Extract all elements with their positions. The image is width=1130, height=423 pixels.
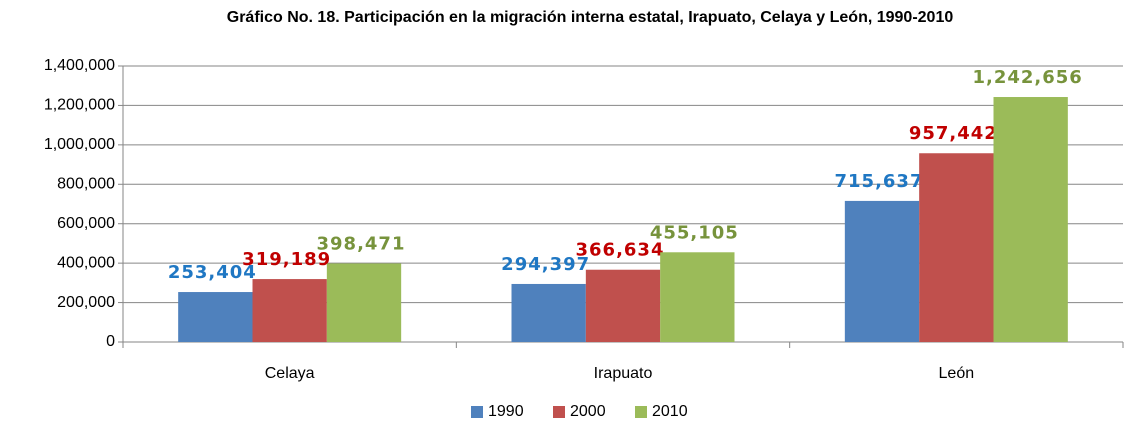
bar — [919, 153, 994, 342]
bar — [660, 252, 735, 342]
value-label: 715,637 — [835, 171, 924, 192]
legend-swatch — [635, 406, 647, 418]
legend-label: 2000 — [570, 403, 606, 420]
y-tick-label: 1,400,000 — [44, 57, 115, 74]
bar — [252, 279, 327, 342]
value-label: 455,105 — [650, 222, 739, 243]
bar — [326, 263, 402, 342]
x-tick-label: Celaya — [265, 365, 315, 382]
bar — [178, 292, 253, 342]
legend-swatch — [553, 406, 565, 418]
y-tick-label: 400,000 — [57, 254, 115, 271]
y-tick-label: 800,000 — [57, 176, 115, 193]
bar — [993, 97, 1068, 342]
bar — [844, 200, 920, 342]
value-label: 1,242,656 — [972, 67, 1082, 88]
legend-swatch — [471, 406, 483, 418]
chart-title: Gráfico No. 18. Participación en la migr… — [227, 9, 954, 26]
y-tick-label: 0 — [106, 333, 115, 350]
value-label: 366,634 — [576, 240, 665, 261]
y-tick-label: 1,200,000 — [44, 97, 115, 114]
bar — [585, 269, 661, 342]
y-tick-label: 1,000,000 — [44, 136, 115, 153]
legend-label: 1990 — [488, 403, 524, 420]
value-label: 319,189 — [242, 249, 331, 270]
value-label: 957,442 — [909, 123, 998, 144]
x-tick-label: Irapuato — [594, 365, 653, 382]
bar — [511, 283, 586, 342]
legend-label: 2010 — [652, 403, 688, 420]
value-label: 398,471 — [317, 233, 406, 254]
x-tick-label: León — [939, 365, 975, 382]
value-label: 294,397 — [501, 254, 590, 275]
value-label: 253,404 — [168, 262, 257, 283]
y-tick-label: 200,000 — [57, 294, 115, 311]
y-tick-label: 600,000 — [57, 215, 115, 232]
